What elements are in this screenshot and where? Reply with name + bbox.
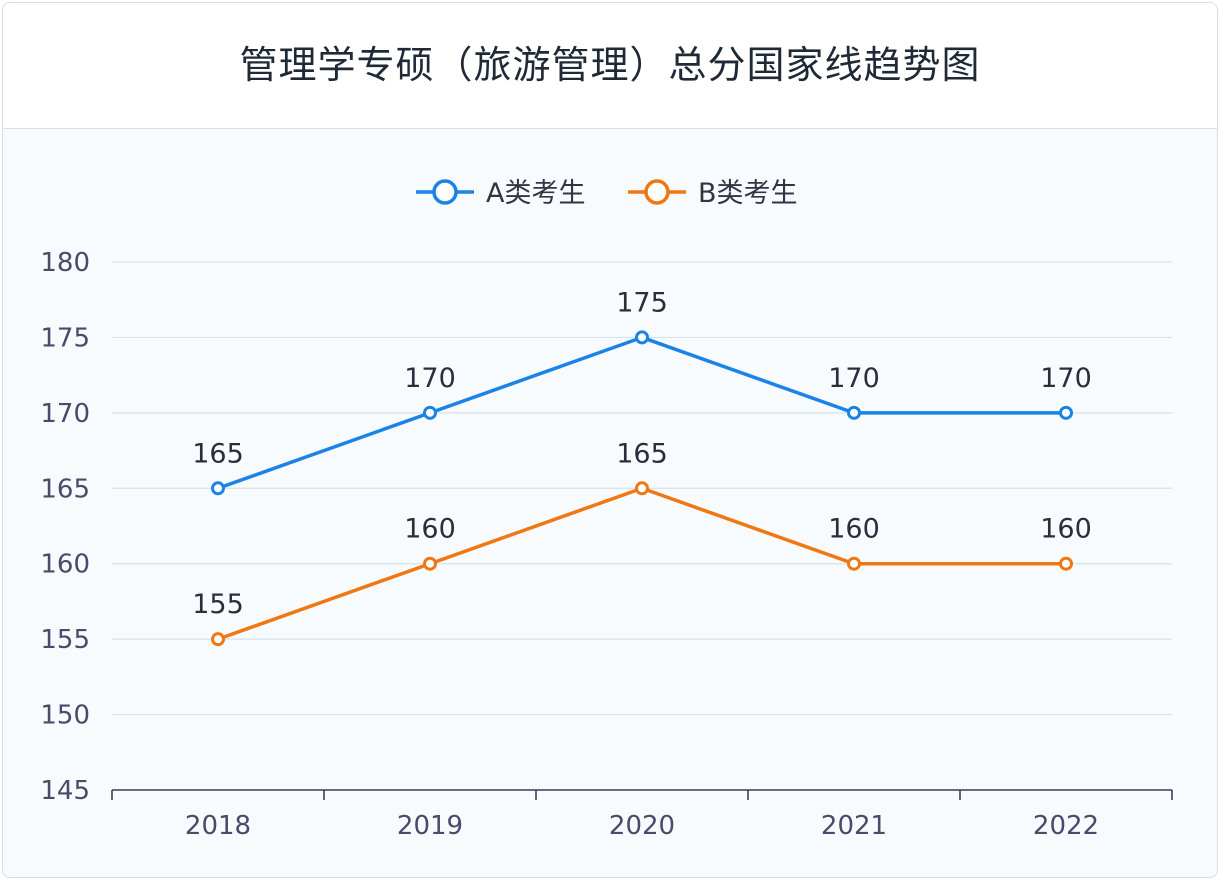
data-label: 165 (616, 438, 668, 469)
x-tick-label: 2020 (609, 811, 675, 841)
y-axis-ticks: 145 150 155 160 165 170 175 180 (40, 248, 90, 806)
data-point[interactable] (211, 632, 225, 647)
legend-item-0[interactable]: A类考生 (416, 178, 585, 209)
y-tick-label: 160 (40, 550, 90, 580)
x-tick-label: 2022 (1033, 811, 1099, 841)
data-point[interactable] (211, 481, 225, 496)
data-point[interactable] (423, 556, 437, 571)
y-tick-label: 145 (40, 776, 90, 806)
series-1: 155 160 165 160 160 (192, 438, 1092, 647)
legend-marker (644, 179, 670, 205)
series-0: 165 170 175 170 170 (192, 287, 1092, 496)
legend[interactable]: A类考生 B类考生 (416, 178, 798, 209)
y-tick-label: 170 (40, 399, 90, 429)
legend-marker (432, 179, 458, 205)
data-point[interactable] (635, 330, 649, 345)
data-point[interactable] (1059, 405, 1073, 420)
legend-item-1[interactable]: B类考生 (628, 178, 798, 209)
data-point[interactable] (423, 405, 437, 420)
axes (111, 789, 1173, 800)
data-label: 160 (404, 514, 456, 545)
data-point[interactable] (847, 556, 861, 571)
data-label: 160 (828, 514, 880, 545)
data-point[interactable] (635, 481, 649, 496)
data-label: 155 (192, 589, 244, 620)
x-tick-label: 2018 (185, 811, 251, 841)
y-tick-label: 165 (40, 474, 90, 504)
x-axis-ticks: 2018 2019 2020 2021 2022 (185, 811, 1099, 841)
data-label: 165 (192, 438, 244, 469)
chart-title: 管理学专硕（旅游管理）总分国家线趋势图 (239, 43, 981, 87)
data-point[interactable] (847, 405, 861, 420)
series-layer: 165 170 175 170 170 155 160 165 160 160 (192, 287, 1092, 647)
y-tick-label: 155 (40, 625, 90, 655)
plot-background (3, 129, 1217, 877)
y-tick-label: 180 (40, 248, 90, 278)
legend-label: B类考生 (698, 178, 798, 209)
data-point[interactable] (1059, 556, 1073, 571)
x-tick-label: 2021 (821, 811, 887, 841)
data-label: 175 (616, 287, 668, 318)
data-label: 160 (1040, 514, 1092, 545)
x-tick-label: 2019 (397, 811, 463, 841)
y-tick-label: 150 (40, 701, 90, 731)
legend-label: A类考生 (486, 178, 585, 209)
y-tick-label: 175 (40, 323, 90, 353)
data-label: 170 (828, 363, 880, 394)
data-label: 170 (1040, 363, 1092, 394)
chart-header: 管理学专硕（旅游管理）总分国家线趋势图 (3, 3, 1217, 129)
data-label: 170 (404, 363, 456, 394)
